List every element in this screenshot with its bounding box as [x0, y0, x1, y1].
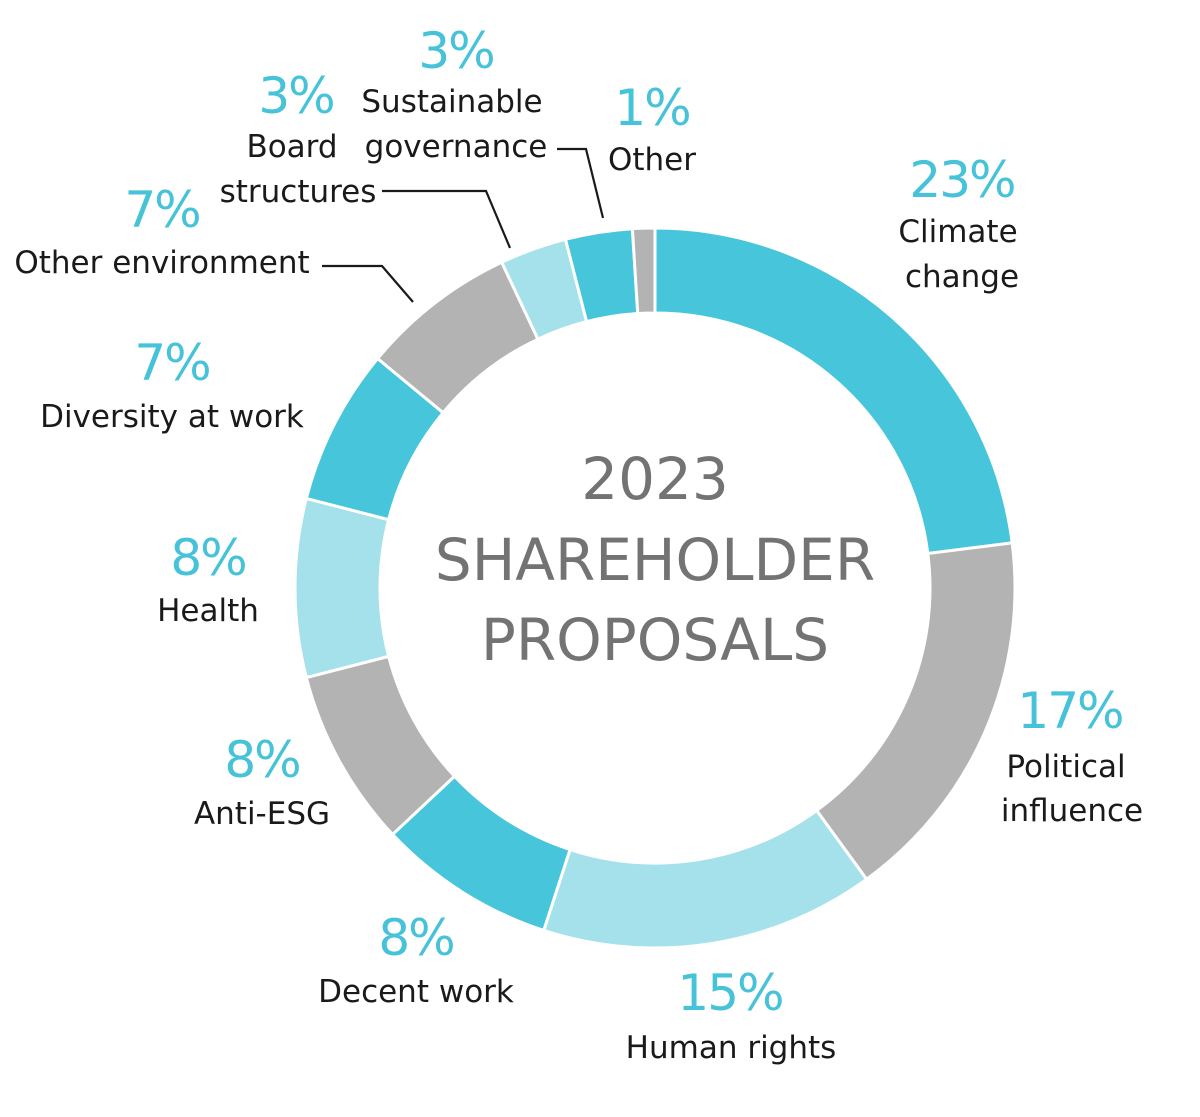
category-label-human-rights: Human rights: [626, 1030, 837, 1066]
slice-label-human-rights: 15% Human rights: [626, 964, 837, 1066]
slice-label-other-environment: 7% Other environment: [14, 181, 309, 281]
category-label-political-influence-2: influence: [1001, 793, 1143, 829]
chart-title-line-3: PROPOSALS: [481, 606, 829, 674]
category-label-climate-change-2: change: [905, 259, 1019, 295]
percent-label-sustainable-governance: 3%: [418, 22, 493, 80]
slice-label-climate-change: 23% Climate change: [898, 151, 1019, 295]
donut-slices: [293, 226, 1017, 950]
leader-line-sustainable-governance: [557, 147, 605, 219]
leader-line-other-environment: [322, 264, 414, 303]
category-label-board-structures-1: Board: [246, 129, 337, 165]
category-label-diversity-at-work: Diversity at work: [40, 399, 304, 435]
slice-label-political-influence: 17% Political influence: [1001, 682, 1143, 829]
chart-title-line-2: SHAREHOLDER: [435, 526, 875, 594]
percent-label-other: 1%: [614, 79, 689, 137]
category-label-political-influence-1: Political: [1006, 749, 1125, 785]
category-label-other: Other: [608, 142, 696, 178]
percent-label-health: 8%: [170, 529, 245, 587]
slice-label-decent-work: 8% Decent work: [318, 909, 514, 1010]
percent-label-board-structures: 3%: [258, 67, 333, 125]
category-label-sustainable-governance-1: Sustainable: [361, 84, 542, 120]
slice-label-other: 1% Other: [608, 79, 696, 178]
chart-title-line-1: 2023: [581, 445, 729, 513]
category-label-anti-esg: Anti-ESG: [194, 796, 330, 832]
slice-label-anti-esg: 8% Anti-ESG: [194, 731, 330, 832]
slice-other: [630, 226, 657, 316]
slice-label-diversity-at-work: 7% Diversity at work: [40, 334, 304, 435]
leader-line-board-structures: [382, 189, 512, 249]
category-label-other-environment: Other environment: [14, 245, 309, 281]
category-label-sustainable-governance-2: governance: [365, 129, 548, 165]
slice-label-board-structures: 3% Board structures: [220, 67, 377, 210]
percent-label-climate-change: 23%: [909, 151, 1014, 209]
category-label-board-structures-2: structures: [220, 174, 377, 210]
slice-label-sustainable-governance: 3% Sustainable governance: [361, 22, 547, 165]
percent-label-decent-work: 8%: [378, 909, 453, 967]
percent-label-human-rights: 15%: [677, 964, 782, 1022]
slice-health: [293, 496, 391, 680]
percent-label-other-environment: 7%: [124, 181, 199, 239]
category-label-climate-change-1: Climate: [898, 214, 1017, 250]
slice-human-rights: [541, 808, 869, 950]
percent-label-political-influence: 17%: [1017, 682, 1122, 740]
chart-title: 2023 SHAREHOLDER PROPOSALS: [435, 445, 875, 674]
category-label-decent-work: Decent work: [318, 974, 514, 1010]
category-label-health: Health: [157, 593, 259, 629]
slice-label-health: 8% Health: [157, 529, 259, 629]
percent-label-diversity-at-work: 7%: [134, 334, 209, 392]
percent-label-anti-esg: 8%: [224, 731, 299, 789]
